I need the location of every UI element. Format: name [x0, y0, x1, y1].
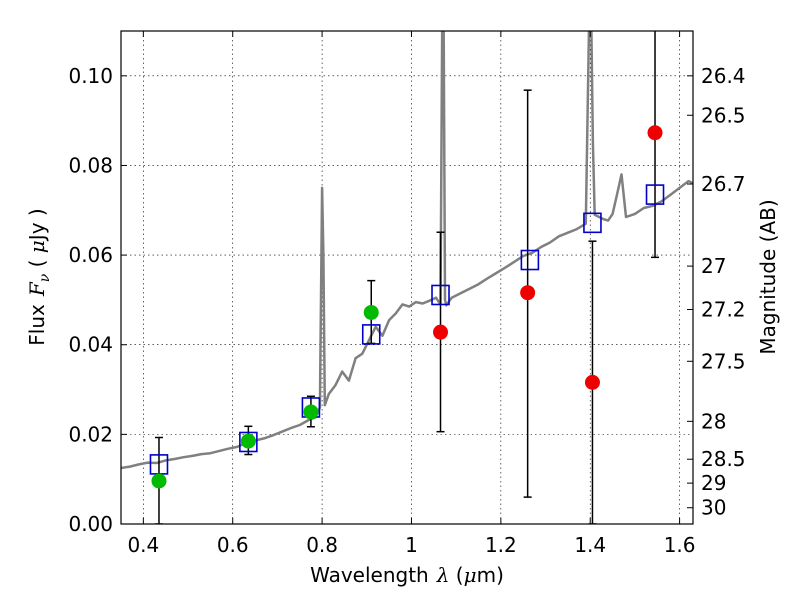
model-point — [520, 249, 540, 271]
y2-tick-label: 27 — [701, 254, 726, 278]
y2-tick-label: 29 — [701, 471, 726, 495]
x-axis-label-unit-open: ( — [449, 563, 463, 587]
x-axis-label-symbol: λ — [436, 563, 450, 587]
y-tick-label: 0.06 — [68, 243, 113, 267]
nondetection-point — [520, 285, 536, 301]
ticks: 0.4 0.6 0.8 1 1.2 1.4 1.6 0.00 0.02 0.04 0.06 0.08 0… — [68, 31, 746, 557]
y-tick-label: 0.08 — [68, 153, 113, 177]
model-point — [431, 284, 450, 306]
y-tick-label: 0.02 — [68, 422, 113, 446]
x-tick-label: 1.2 — [485, 533, 517, 557]
detection-point — [240, 433, 256, 449]
detection-point — [303, 404, 319, 420]
x-tick-label: 0.8 — [306, 533, 338, 557]
y2-tick-label: 26.7 — [701, 172, 746, 196]
x-axis-label: Wavelength λ (μm) — [310, 563, 504, 587]
x-tick-label: 1.6 — [664, 533, 696, 557]
x-axis-label-unit-symbol: μ — [464, 563, 477, 587]
model-point — [239, 431, 258, 453]
grid — [121, 31, 693, 525]
y-axis-label-subscript: ν — [37, 273, 53, 282]
y2-axis-label: Magnitude (AB) — [756, 199, 780, 354]
y-axis-label-text: Flux — [25, 304, 49, 346]
nondetection-point — [433, 324, 449, 340]
y-axis-label-unit-symbol: μ — [25, 240, 49, 253]
detection-point — [151, 473, 167, 489]
y2-tick-label: 26.4 — [701, 64, 746, 88]
y-tick-label: 0.00 — [68, 512, 113, 536]
model-point — [583, 212, 602, 234]
y2-tick-label: 30 — [701, 496, 726, 520]
nondetection-point — [647, 125, 663, 141]
y2-tick-label: 28 — [701, 409, 726, 433]
y-axis-label-unit-close: Jy ) — [25, 208, 49, 242]
x-axis-label-text: Wavelength — [310, 563, 429, 587]
y2-tick-label: 27.2 — [701, 297, 746, 321]
y-axis-label-symbol: F — [25, 281, 49, 297]
x-axis-label-unit-close: m) — [477, 563, 504, 587]
y-axis-label: Flux Fν ( μJy ) — [25, 208, 53, 345]
y-axis-label-unit-open: ( — [25, 253, 49, 274]
plot-frame — [120, 30, 694, 525]
y-tick-label: 0.04 — [68, 333, 113, 357]
model-point — [645, 184, 665, 205]
y2-tick-label: 27.5 — [701, 349, 746, 373]
detection-point — [363, 304, 379, 320]
y2-tick-label: 26.5 — [701, 103, 746, 127]
y-tick-label: 0.10 — [68, 64, 113, 88]
y2-tick-label: 28.5 — [701, 447, 746, 471]
x-tick-label: 1 — [405, 533, 418, 557]
x-tick-label: 1.4 — [574, 533, 606, 557]
x-tick-label: 0.6 — [217, 533, 249, 557]
nondetection-point — [584, 374, 600, 390]
model-point — [361, 324, 381, 345]
x-tick-label: 0.4 — [127, 533, 159, 557]
photometry-points-layer — [151, 125, 663, 489]
